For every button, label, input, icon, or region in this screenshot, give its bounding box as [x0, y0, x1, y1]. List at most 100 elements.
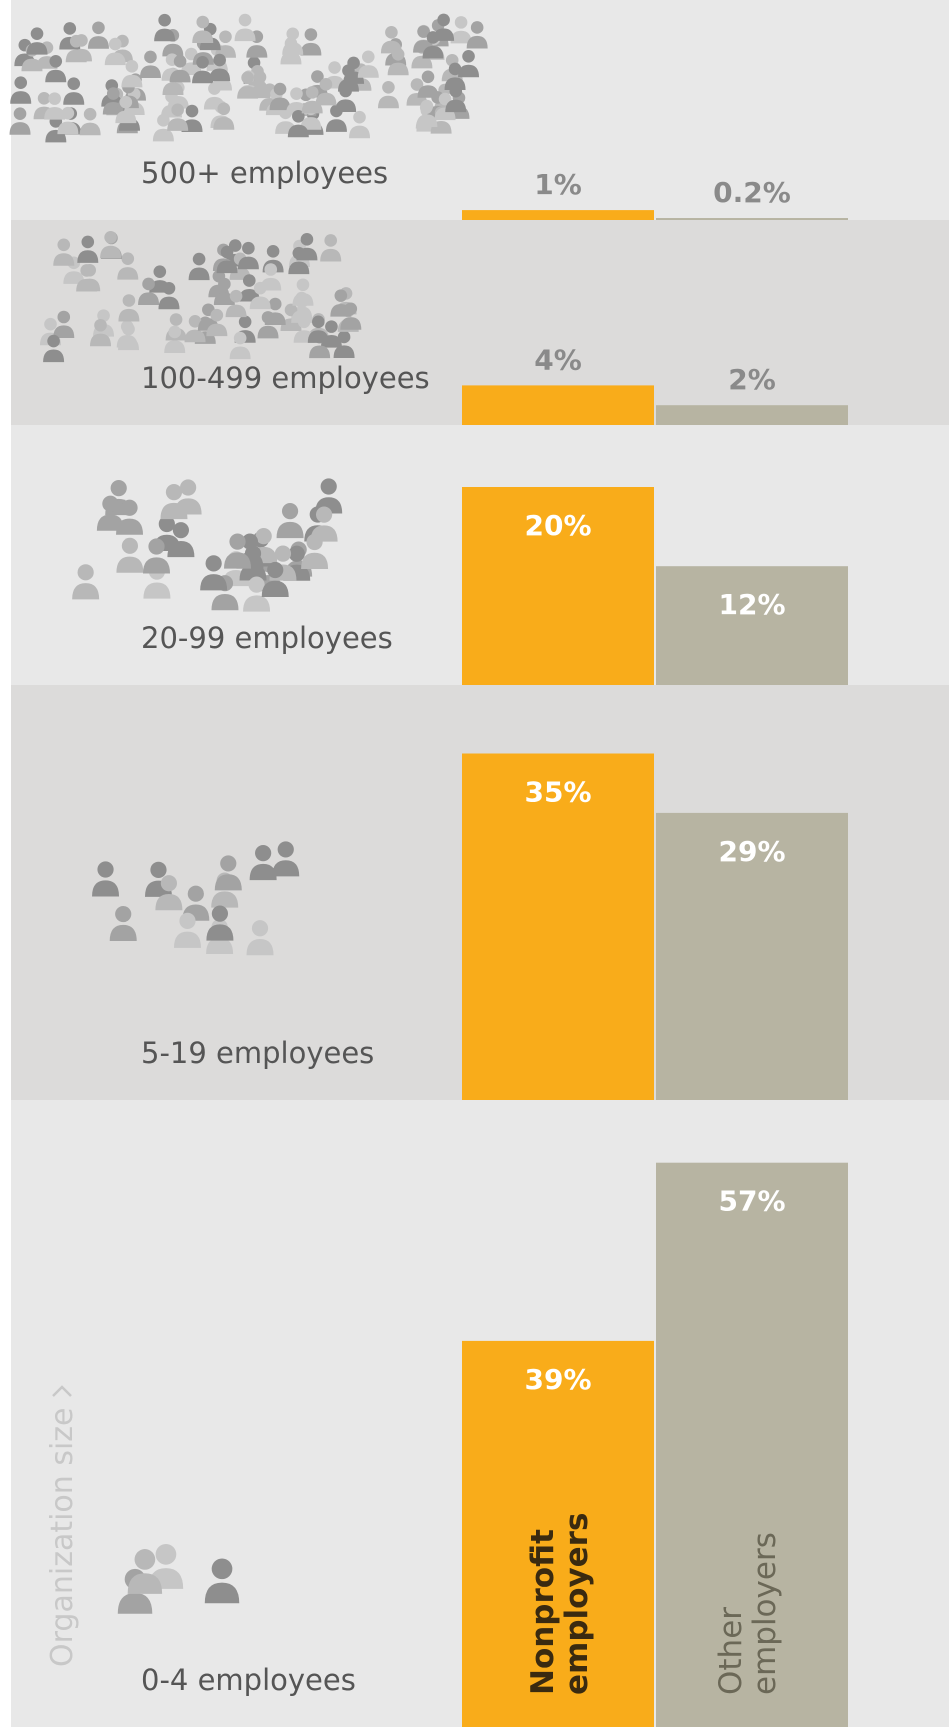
- person-head: [217, 102, 231, 116]
- person-head: [49, 54, 63, 68]
- person-head: [171, 103, 184, 117]
- person-head: [92, 21, 105, 35]
- person-head: [148, 538, 165, 555]
- person-head: [218, 277, 231, 291]
- person-body: [209, 68, 231, 82]
- bar: [462, 385, 654, 425]
- person-body: [211, 593, 239, 611]
- person-head: [241, 533, 259, 550]
- person-head: [462, 49, 475, 63]
- person-body: [109, 924, 137, 942]
- person-head: [319, 78, 333, 91]
- person-body: [249, 863, 277, 881]
- person-head: [266, 245, 280, 258]
- person-body: [21, 58, 43, 72]
- person-head: [311, 70, 324, 83]
- person-body: [53, 325, 75, 338]
- person-head: [47, 334, 60, 348]
- person-body: [211, 891, 239, 908]
- value-label: 20%: [524, 509, 591, 542]
- person-head: [438, 92, 452, 106]
- people-icon: [92, 841, 300, 956]
- person-head: [57, 238, 71, 252]
- person-body: [214, 874, 242, 891]
- person-body: [100, 245, 122, 259]
- person-body: [44, 107, 66, 120]
- person-head: [219, 30, 232, 44]
- value-label: 35%: [524, 776, 591, 809]
- person-head: [180, 479, 197, 496]
- person-body: [213, 292, 235, 305]
- person-head: [205, 555, 222, 572]
- person-body: [330, 304, 352, 317]
- person-body: [117, 1592, 153, 1614]
- person-body: [138, 292, 160, 305]
- person-head: [30, 27, 44, 40]
- category-label: 5-19 employees: [141, 1036, 374, 1070]
- person-head: [421, 70, 435, 84]
- person-body: [417, 85, 439, 98]
- people-icon: [9, 13, 488, 143]
- person-head: [305, 86, 319, 99]
- person-body: [206, 323, 228, 337]
- person-head: [337, 330, 351, 344]
- person-head: [233, 331, 247, 345]
- person-head: [410, 78, 424, 91]
- person-head: [119, 95, 133, 109]
- person-head: [157, 114, 170, 127]
- value-label: 12%: [718, 588, 785, 621]
- axis-label: Organization size: [45, 1408, 80, 1668]
- value-label: 39%: [524, 1363, 591, 1396]
- person-head: [385, 26, 398, 39]
- person-body: [445, 99, 467, 113]
- person-head: [115, 905, 132, 923]
- axis-chevron: [52, 1385, 72, 1397]
- category-label: 20-99 employees: [141, 621, 393, 655]
- person-body: [280, 51, 302, 65]
- person-head: [448, 62, 462, 76]
- person-head: [315, 506, 333, 523]
- person-head: [63, 22, 77, 35]
- person-head: [48, 92, 61, 105]
- person-body: [325, 119, 347, 132]
- bar: [462, 753, 654, 1100]
- person-head: [261, 311, 275, 324]
- person-head: [210, 308, 224, 322]
- person-body: [450, 30, 472, 44]
- person-head: [172, 522, 190, 539]
- bar: [462, 487, 654, 685]
- person-body: [164, 340, 186, 353]
- person-head: [454, 16, 468, 29]
- person-body: [458, 64, 480, 78]
- person-body: [87, 36, 109, 49]
- person-body: [167, 118, 189, 131]
- person-body: [63, 92, 85, 105]
- person-head: [288, 545, 305, 562]
- person-head: [142, 277, 155, 291]
- value-label: 57%: [718, 1185, 785, 1218]
- person-head: [264, 263, 278, 276]
- person-body: [422, 45, 444, 59]
- person-head: [162, 281, 176, 295]
- person-head: [211, 905, 229, 922]
- bar: [462, 210, 654, 220]
- person-body: [387, 62, 409, 76]
- person-head: [229, 289, 243, 303]
- person-head: [220, 855, 237, 872]
- person-body: [246, 45, 268, 58]
- person-head: [238, 13, 252, 27]
- person-body: [173, 931, 201, 948]
- person-head: [169, 313, 183, 326]
- person-head: [255, 844, 272, 862]
- person-head: [325, 320, 338, 333]
- person-body: [167, 540, 195, 558]
- person-head: [426, 31, 440, 44]
- person-body: [167, 95, 189, 109]
- person-body: [377, 95, 399, 109]
- person-body: [249, 296, 271, 310]
- person-body: [307, 330, 329, 343]
- person-head: [296, 278, 310, 292]
- person-body: [118, 337, 140, 351]
- person-head: [229, 533, 246, 550]
